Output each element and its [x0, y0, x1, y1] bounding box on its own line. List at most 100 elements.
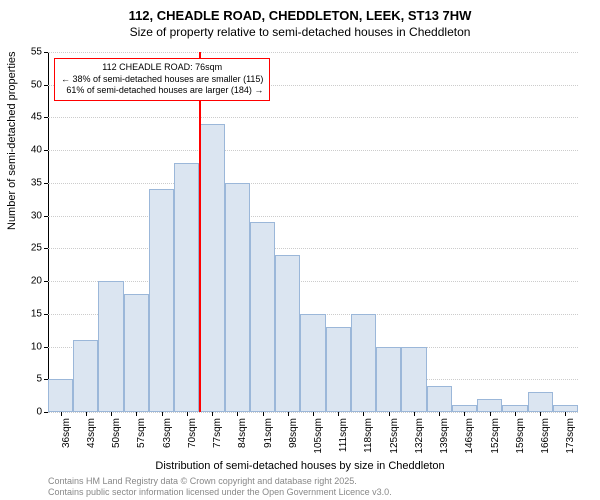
- chart-container: 112, CHEADLE ROAD, CHEDDLETON, LEEK, ST1…: [0, 0, 600, 500]
- x-tick-mark: [263, 412, 264, 416]
- y-tick-label: 35: [31, 177, 42, 188]
- x-tick-label: 118sqm: [363, 418, 374, 453]
- histogram-bar: [401, 347, 426, 412]
- histogram-bar: [73, 340, 98, 412]
- x-tick-mark: [540, 412, 541, 416]
- y-tick-label: 50: [31, 79, 42, 90]
- grid-line: [48, 183, 578, 184]
- x-tick-mark: [515, 412, 516, 416]
- x-tick-mark: [414, 412, 415, 416]
- histogram-bar: [199, 124, 224, 412]
- copyright-line: Contains public sector information licen…: [48, 487, 392, 498]
- x-tick-label: 77sqm: [212, 418, 223, 448]
- annotation-box: 112 CHEADLE ROAD: 76sqm← 38% of semi-det…: [54, 58, 270, 101]
- grid-line: [48, 150, 578, 151]
- x-tick-mark: [313, 412, 314, 416]
- y-tick-label: 15: [31, 308, 42, 319]
- x-tick-label: 111sqm: [338, 418, 349, 452]
- x-tick-mark: [162, 412, 163, 416]
- x-tick-mark: [363, 412, 364, 416]
- y-tick-label: 30: [31, 210, 42, 221]
- x-tick-label: 105sqm: [313, 418, 324, 454]
- y-tick-label: 5: [36, 374, 42, 385]
- x-tick-label: 146sqm: [464, 418, 475, 454]
- histogram-bar: [48, 379, 73, 412]
- x-tick-label: 70sqm: [187, 418, 198, 448]
- histogram-bar: [275, 255, 300, 412]
- histogram-bar: [124, 294, 149, 412]
- grid-line: [48, 216, 578, 217]
- x-tick-mark: [288, 412, 289, 416]
- x-tick-label: 132sqm: [414, 418, 425, 454]
- grid-line: [48, 52, 578, 53]
- copyright-line: Contains HM Land Registry data © Crown c…: [48, 476, 392, 487]
- y-axis-line: [48, 52, 49, 412]
- histogram-bar: [427, 386, 452, 412]
- plot-region: 051015202530354045505536sqm43sqm50sqm57s…: [48, 52, 578, 412]
- x-tick-mark: [565, 412, 566, 416]
- y-tick-mark: [44, 85, 48, 86]
- x-tick-mark: [439, 412, 440, 416]
- histogram-bar: [174, 163, 199, 412]
- y-tick-mark: [44, 281, 48, 282]
- copyright-notice: Contains HM Land Registry data © Crown c…: [48, 476, 392, 498]
- x-tick-label: 139sqm: [439, 418, 450, 454]
- x-tick-mark: [111, 412, 112, 416]
- grid-line: [48, 248, 578, 249]
- y-tick-label: 25: [31, 243, 42, 254]
- x-tick-mark: [490, 412, 491, 416]
- annotation-line: ← 38% of semi-detached houses are smalle…: [61, 74, 263, 86]
- x-tick-mark: [136, 412, 137, 416]
- x-tick-label: 36sqm: [61, 418, 72, 448]
- x-tick-label: 152sqm: [490, 418, 501, 454]
- x-axis-label: Distribution of semi-detached houses by …: [0, 460, 600, 472]
- histogram-bar: [225, 183, 250, 412]
- x-tick-mark: [237, 412, 238, 416]
- y-tick-label: 40: [31, 145, 42, 156]
- y-tick-label: 10: [31, 341, 42, 352]
- y-tick-mark: [44, 347, 48, 348]
- x-tick-mark: [86, 412, 87, 416]
- x-tick-label: 84sqm: [237, 418, 248, 448]
- chart-title: 112, CHEADLE ROAD, CHEDDLETON, LEEK, ST1…: [0, 0, 600, 23]
- x-tick-label: 43sqm: [86, 418, 97, 448]
- histogram-bar: [300, 314, 325, 412]
- y-tick-mark: [44, 117, 48, 118]
- x-tick-mark: [212, 412, 213, 416]
- x-tick-label: 125sqm: [389, 418, 400, 454]
- x-tick-mark: [464, 412, 465, 416]
- x-tick-mark: [389, 412, 390, 416]
- histogram-bar: [351, 314, 376, 412]
- y-tick-mark: [44, 412, 48, 413]
- y-tick-mark: [44, 248, 48, 249]
- y-tick-label: 0: [36, 407, 42, 418]
- y-tick-label: 55: [31, 47, 42, 58]
- y-axis-label: Number of semi-detached properties: [6, 51, 18, 230]
- histogram-bar: [326, 327, 351, 412]
- chart-area: 051015202530354045505536sqm43sqm50sqm57s…: [48, 52, 578, 412]
- x-tick-label: 91sqm: [263, 418, 274, 448]
- histogram-bar: [250, 222, 275, 412]
- y-tick-label: 20: [31, 276, 42, 287]
- histogram-bar: [376, 347, 401, 412]
- histogram-bar: [477, 399, 502, 412]
- chart-subtitle: Size of property relative to semi-detach…: [0, 23, 600, 39]
- grid-line: [48, 117, 578, 118]
- histogram-bar: [98, 281, 123, 412]
- histogram-bar: [528, 392, 553, 412]
- x-tick-mark: [338, 412, 339, 416]
- annotation-line: 112 CHEADLE ROAD: 76sqm: [61, 62, 263, 74]
- grid-line: [48, 281, 578, 282]
- x-tick-mark: [187, 412, 188, 416]
- x-tick-label: 166sqm: [540, 418, 551, 454]
- x-tick-mark: [61, 412, 62, 416]
- y-tick-mark: [44, 52, 48, 53]
- x-tick-label: 63sqm: [162, 418, 173, 448]
- y-tick-mark: [44, 314, 48, 315]
- x-tick-label: 50sqm: [111, 418, 122, 448]
- y-tick-mark: [44, 216, 48, 217]
- x-tick-label: 57sqm: [136, 418, 147, 448]
- y-tick-mark: [44, 183, 48, 184]
- y-tick-label: 45: [31, 112, 42, 123]
- x-tick-label: 159sqm: [515, 418, 526, 454]
